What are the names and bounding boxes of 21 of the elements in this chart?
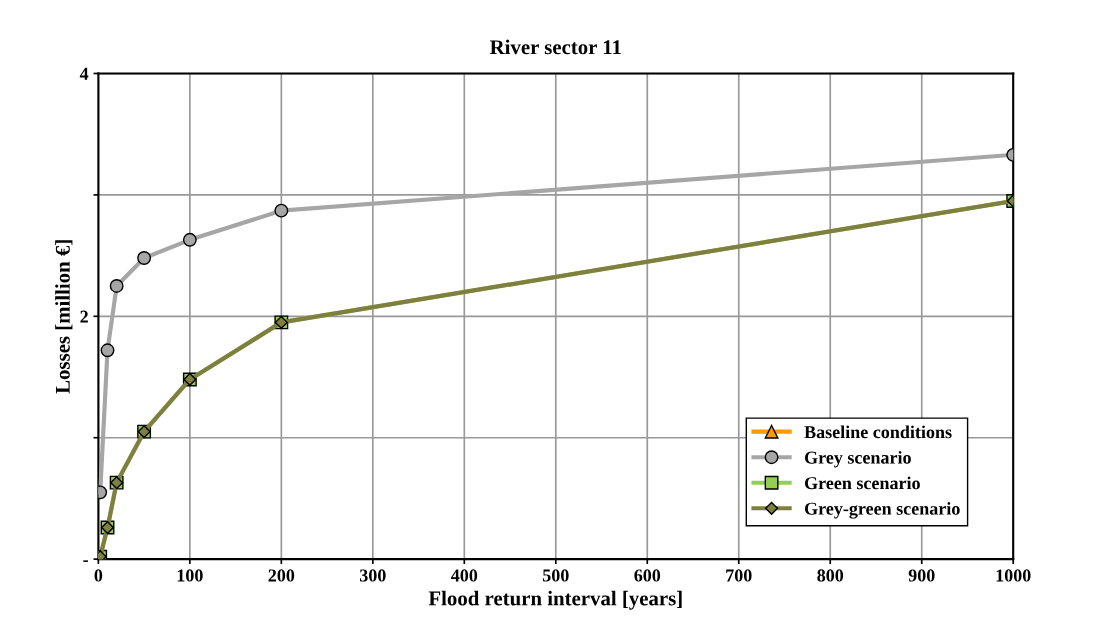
x-tick-label: 800: [817, 569, 844, 582]
x-tick-label: 300: [359, 569, 386, 582]
x-tick-label: 900: [908, 569, 935, 582]
x-tick-label: 1000: [996, 569, 1031, 582]
x-tick-label: 100: [177, 569, 203, 582]
legend-label: Grey-green scenario: [804, 502, 960, 519]
legend-label: Baseline conditions: [804, 425, 952, 439]
x-tick-label: 600: [634, 569, 661, 582]
x-tick-label: 200: [268, 569, 295, 582]
x-tick-label: 700: [726, 569, 752, 582]
x-tick-label: 0: [94, 569, 103, 582]
y-tick-label: 4: [79, 67, 89, 80]
legend-label: Grey scenario: [804, 451, 911, 468]
y-tick-label: -: [83, 560, 88, 562]
x-tick-label: 500: [542, 569, 569, 582]
y-axis-title: Losses [million €]: [55, 240, 73, 394]
x-axis-title: Flood return interval [years]: [428, 590, 682, 610]
y-tick-label: 2: [80, 310, 88, 323]
legend-label: Green scenario: [804, 476, 920, 490]
chart-title: River sector 11: [489, 39, 621, 55]
x-tick-label: 400: [451, 569, 478, 582]
